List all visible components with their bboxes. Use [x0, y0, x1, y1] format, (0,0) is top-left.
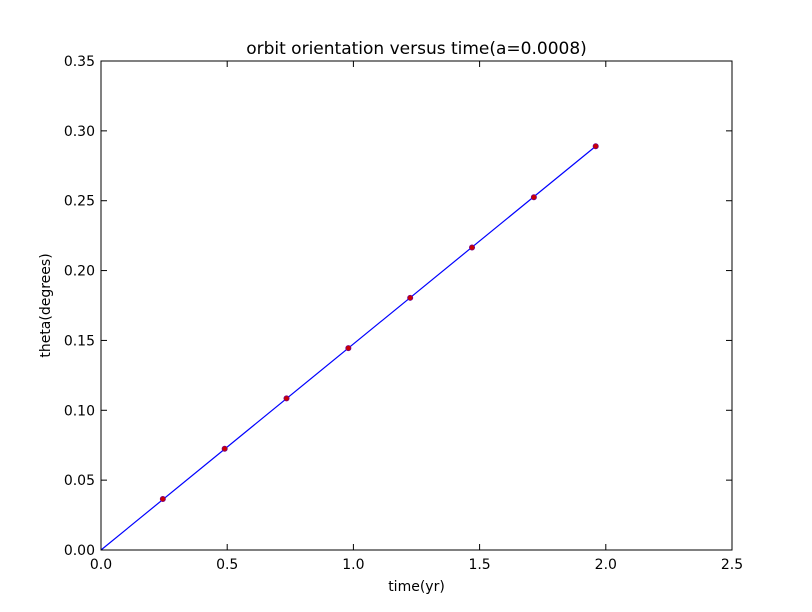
data-point	[345, 345, 352, 352]
data-point	[469, 244, 476, 251]
plot-area	[100, 143, 599, 551]
y-tick-label: 0.30	[64, 124, 95, 140]
y-axis-label: theta(degrees)	[38, 253, 54, 357]
chart-title: orbit orientation versus time(a=0.0008)	[246, 39, 587, 59]
y-tick-label: 0.25	[64, 194, 95, 210]
x-axis: 0.0 0.5 1.0 1.5 2.0 2.5	[90, 61, 743, 573]
y-tick-label: 0.15	[64, 333, 95, 349]
data-point	[530, 194, 537, 201]
data-point	[407, 294, 414, 301]
x-axis-label: time(yr)	[388, 579, 445, 595]
y-axis: 0.00 0.05 0.10 0.15 0.20 0.25 0.30 0.35	[64, 54, 732, 559]
y-tick-label: 0.00	[64, 543, 95, 559]
y-tick-label: 0.05	[64, 473, 95, 489]
x-tick-label: 2.0	[595, 557, 617, 573]
y-tick-label: 0.35	[64, 54, 95, 70]
data-point	[159, 496, 166, 503]
x-tick-label: 0.5	[216, 557, 238, 573]
x-tick-label: 1.0	[342, 557, 364, 573]
y-tick-label: 0.10	[64, 403, 95, 419]
y-tick-label: 0.20	[64, 264, 95, 280]
x-tick-label: 0.0	[90, 557, 112, 573]
data-point	[221, 445, 228, 452]
x-tick-label: 1.5	[468, 557, 490, 573]
x-tick-label: 2.5	[721, 557, 743, 573]
plot-frame	[100, 60, 733, 551]
data-point	[283, 395, 290, 402]
data-point	[592, 143, 599, 150]
